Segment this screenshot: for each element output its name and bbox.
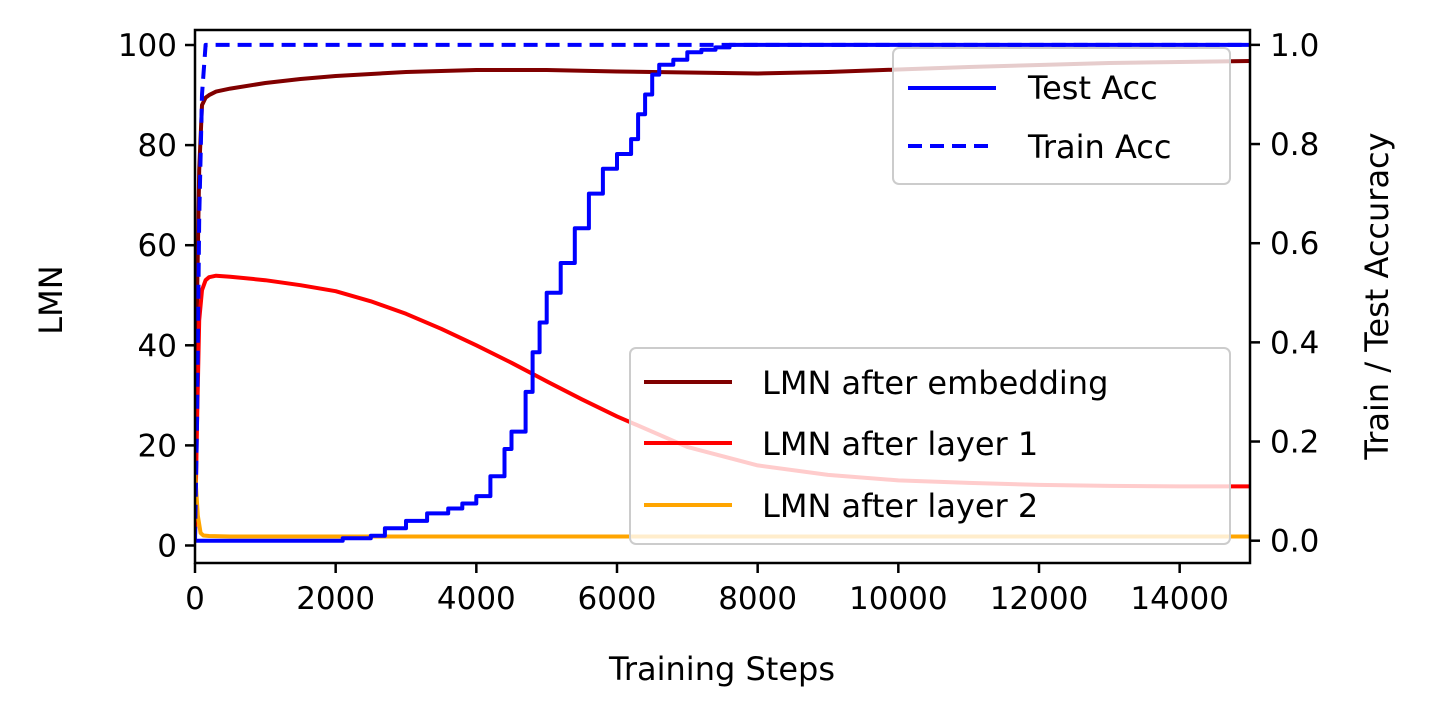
y-tick-label: 80 (138, 128, 177, 164)
y-tick-label: 0 (157, 528, 177, 564)
lmn-legend: LMN after embedding LMN after layer 1 LM… (629, 347, 1231, 545)
legend-train-acc-label: Train Acc (1027, 128, 1171, 166)
x-tick-label: 6000 (578, 581, 657, 617)
x-axis-title: Training Steps (608, 650, 835, 688)
axis-layer: 0 2000 4000 6000 8000 10000 12000 14000 0 20 40 60 8… (118, 28, 1319, 617)
x-tick-label: 8000 (718, 581, 797, 617)
plot-frame (193, 28, 1252, 565)
y2-axis-title: Train / Test Accuracy (1358, 132, 1396, 460)
series-test-acc (195, 42, 1250, 543)
x-tick-label: 14000 (1130, 581, 1229, 617)
legend-layer2-label: LMN after layer 2 (762, 487, 1038, 525)
y2-tick-label: 1.0 (1270, 28, 1319, 64)
accuracy-legend: Test Acc Train Acc (892, 47, 1231, 185)
y2-tick-label: 0.0 (1270, 524, 1319, 560)
x-tick-label: 12000 (990, 581, 1089, 617)
y-tick-label: 100 (118, 28, 177, 64)
x-tick-label: 0 (185, 581, 205, 617)
lmn-legend-box (629, 347, 1231, 545)
x-tick-label: 2000 (296, 581, 375, 617)
series-train-acc (195, 42, 1250, 541)
y2-tick-label: 0.2 (1270, 425, 1319, 461)
y2-tick-label: 0.8 (1270, 127, 1319, 163)
y-tick-label: 40 (138, 328, 177, 364)
y2-tick-label: 0.6 (1270, 226, 1319, 262)
legend-layer1-label: LMN after layer 1 (762, 425, 1038, 463)
x-tick-label: 10000 (849, 581, 948, 617)
y-tick-label: 20 (138, 428, 177, 464)
legend-test-acc-label: Test Acc (1027, 69, 1158, 107)
accuracy-legend-box (892, 47, 1231, 185)
y-tick-label: 60 (138, 228, 177, 264)
x-tick-label: 4000 (437, 581, 516, 617)
y-axis-title: LMN (32, 265, 70, 334)
y2-tick-label: 0.4 (1270, 325, 1319, 361)
legend-embedding-label: LMN after embedding (762, 364, 1108, 402)
